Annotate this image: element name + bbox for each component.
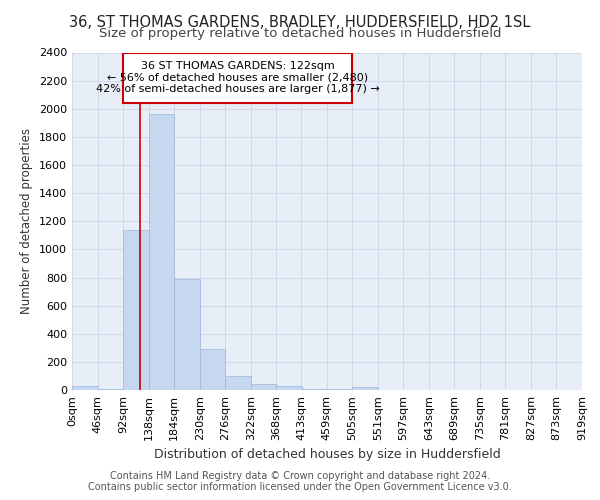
Text: Contains HM Land Registry data © Crown copyright and database right 2024.
Contai: Contains HM Land Registry data © Crown c… (88, 471, 512, 492)
Bar (174, 279, 200, 390)
Bar (225, 376, 251, 390)
Text: Size of property relative to detached houses in Huddersfield: Size of property relative to detached ho… (99, 28, 501, 40)
FancyBboxPatch shape (123, 52, 352, 103)
Text: 36 ST THOMAS GARDENS: 122sqm
← 56% of detached houses are smaller (2,480)
42% of: 36 ST THOMAS GARDENS: 122sqm ← 56% of de… (96, 61, 380, 94)
Bar (149, 114, 174, 390)
Text: 36, ST THOMAS GARDENS, BRADLEY, HUDDERSFIELD, HD2 1SL: 36, ST THOMAS GARDENS, BRADLEY, HUDDERSF… (70, 15, 530, 30)
Bar (301, 388, 327, 390)
Bar (352, 387, 378, 390)
X-axis label: Distribution of detached houses by size in Huddersfield: Distribution of detached houses by size … (154, 448, 500, 462)
Bar (72, 386, 98, 390)
Y-axis label: Number of detached properties: Number of detached properties (20, 128, 34, 314)
Bar (276, 386, 302, 390)
Bar (123, 230, 149, 390)
Bar (200, 348, 225, 390)
Bar (251, 384, 276, 390)
